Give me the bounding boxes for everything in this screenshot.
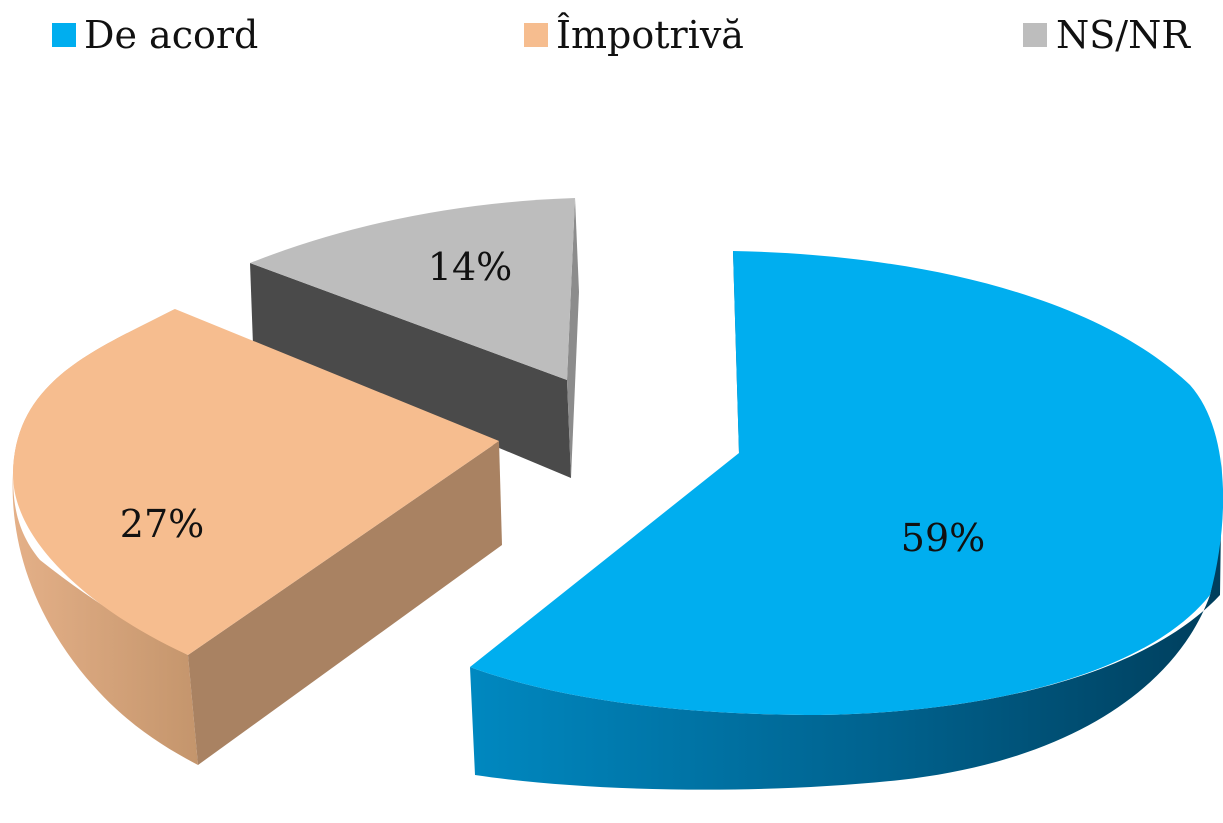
- pie-slice-impotriva: [12, 309, 502, 765]
- legend-swatch: [1023, 23, 1047, 47]
- slice-top: [250, 198, 575, 380]
- legend-item-impotriva: Împotrivă: [524, 13, 744, 57]
- pie-slice-ns-nr: [250, 198, 579, 478]
- legend-item-de-acord: De acord: [52, 13, 258, 57]
- slice-edge: [567, 198, 579, 478]
- legend-label: Împotrivă: [556, 13, 744, 57]
- data-label-de-acord: 59%: [901, 516, 985, 560]
- legend-label: De acord: [84, 13, 258, 57]
- slice-side: [250, 263, 571, 478]
- slice-outer-side: [470, 455, 1222, 790]
- legend: De acord Împotrivă NS/NR: [52, 13, 1191, 57]
- data-label-impotriva: 27%: [120, 502, 204, 546]
- data-label-ns-nr: 14%: [428, 245, 512, 289]
- legend-swatch: [52, 23, 76, 47]
- legend-label: NS/NR: [1056, 13, 1191, 57]
- legend-item-ns-nr: NS/NR: [1023, 13, 1191, 57]
- pie-slice-de-acord: [470, 251, 1223, 790]
- legend-swatch: [524, 23, 548, 47]
- slice-cut-side: [188, 441, 502, 765]
- slice-top: [470, 251, 1223, 715]
- slice-top: [12, 309, 500, 655]
